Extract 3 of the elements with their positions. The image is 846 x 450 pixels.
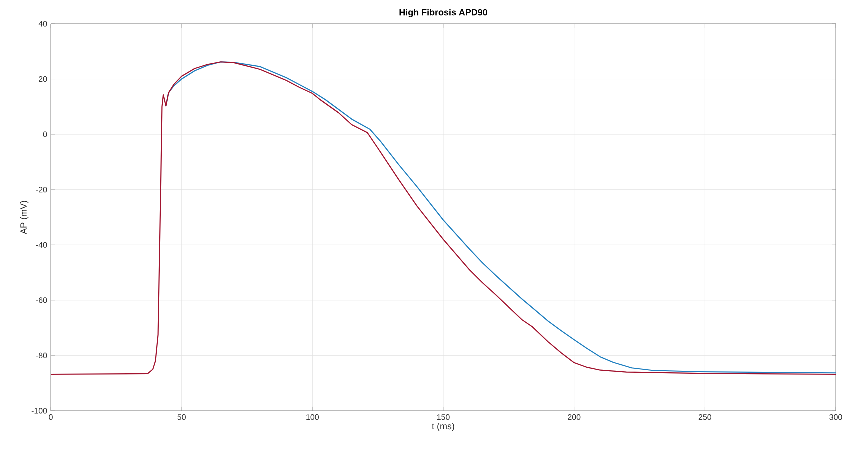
chart-title: High Fibrosis APD90 <box>400 9 488 18</box>
y-axis-title: AP (mV) <box>20 201 29 234</box>
x-axis-title: t (ms) <box>432 422 454 432</box>
